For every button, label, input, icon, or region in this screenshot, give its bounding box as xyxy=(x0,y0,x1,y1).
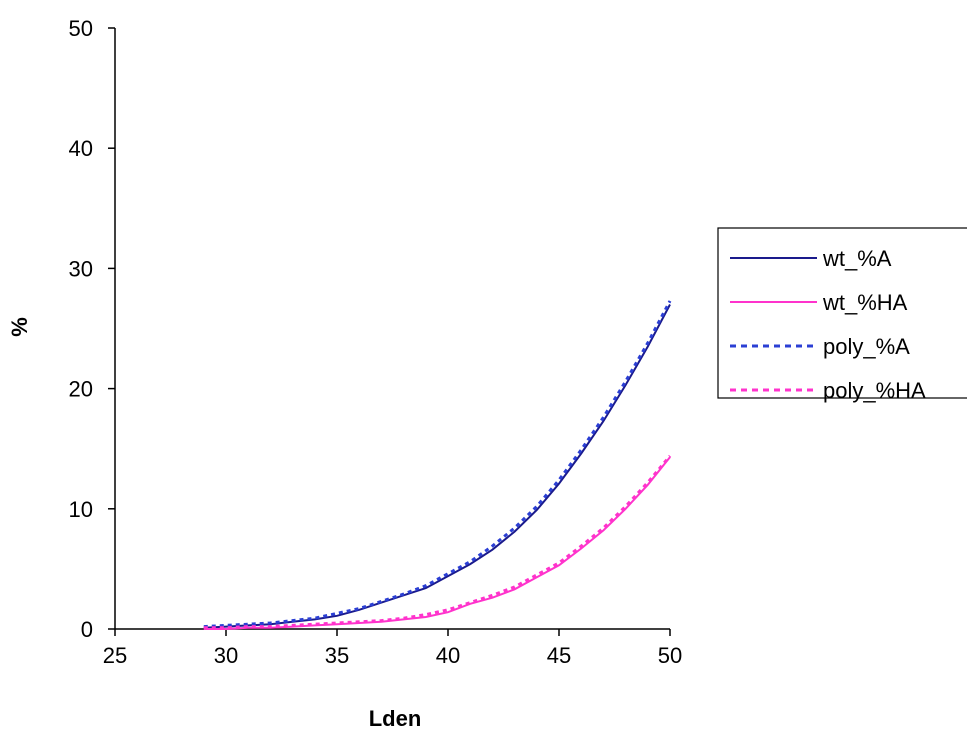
legend-label: poly_%HA xyxy=(823,378,926,403)
legend-items: wt_%A wt_%HA poly_%A poly_%HA xyxy=(730,246,926,403)
legend-box xyxy=(717,227,967,399)
series-lines xyxy=(203,300,672,630)
legend-label: poly_%A xyxy=(823,334,910,359)
x-tick-label: 30 xyxy=(214,643,238,668)
x-tick-label: 25 xyxy=(103,643,127,668)
x-axis-ticks: 25 30 35 40 45 50 xyxy=(103,629,682,668)
series-line-wt-ha xyxy=(203,456,671,630)
y-tick-label: 30 xyxy=(69,256,93,281)
series-line-poly-a xyxy=(203,300,672,629)
legend-label: wt_%A xyxy=(822,246,892,271)
y-tick-label: 40 xyxy=(69,136,93,161)
y-axis-ticks: 0 10 20 30 40 50 xyxy=(69,16,115,642)
legend: wt_%A wt_%HA poly_%A poly_%HA xyxy=(717,227,967,403)
x-tick-label: 45 xyxy=(547,643,571,668)
y-tick-label: 10 xyxy=(69,497,93,522)
y-tick-label: 20 xyxy=(69,377,93,402)
series-line-poly-ha xyxy=(203,454,672,630)
plot-area: 0 10 20 30 40 50 25 30 35 40 45 50 xyxy=(69,16,683,668)
x-tick-label: 40 xyxy=(436,643,460,668)
x-tick-label: 35 xyxy=(325,643,349,668)
x-tick-label: 50 xyxy=(658,643,682,668)
top-cropped-strip xyxy=(0,0,967,14)
y-tick-label: 50 xyxy=(69,16,93,41)
y-tick-label: 0 xyxy=(81,617,93,642)
series-line-wt-a xyxy=(203,304,671,629)
legend-label: wt_%HA xyxy=(822,290,908,315)
y-axis-title: % xyxy=(7,317,32,337)
x-axis-title: Lden xyxy=(369,706,422,731)
